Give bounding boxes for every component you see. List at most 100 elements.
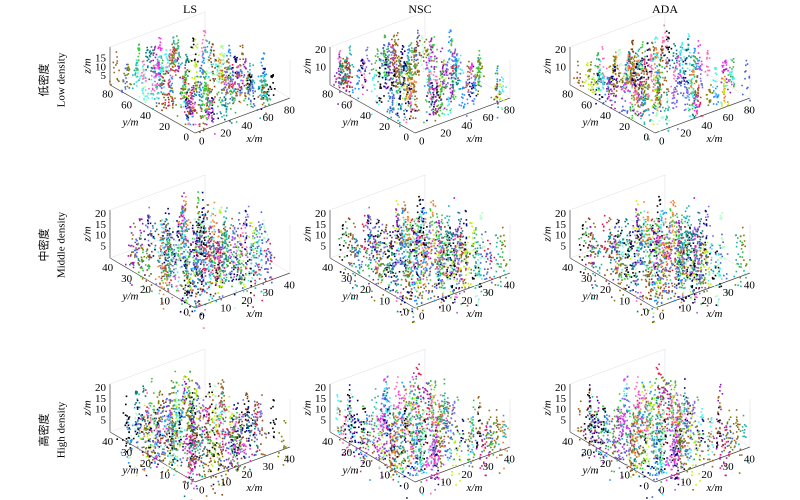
point-cloud — [417, 400, 430, 442]
point-cloud — [647, 64, 655, 101]
point-cloud — [650, 255, 662, 323]
point-cloud — [349, 238, 360, 289]
y-tick-label: 0 — [644, 132, 650, 144]
point-cloud — [721, 422, 734, 454]
point-cloud — [430, 406, 448, 452]
point-cloud — [639, 431, 651, 478]
point-cloud — [625, 51, 634, 81]
point-cloud — [623, 375, 633, 443]
point-cloud — [675, 245, 691, 297]
point-cloud — [385, 48, 394, 80]
point-cloud — [212, 437, 229, 496]
point-cloud — [410, 224, 419, 277]
point-cloud — [411, 416, 424, 453]
point-cloud — [373, 417, 386, 478]
point-cloud — [626, 55, 636, 86]
point-cloud — [203, 383, 217, 434]
point-cloud — [247, 62, 256, 90]
z-tick-label: 5 — [101, 70, 107, 82]
y-tick-label: 0 — [644, 307, 650, 319]
point-cloud — [335, 394, 342, 434]
x-tick-label: 10 — [440, 477, 452, 489]
panel: 10 20 0 20 40 60 80 0 20 40 60 80 z/m y/m x/m — [542, 11, 756, 148]
point-cloud — [188, 82, 203, 115]
point-cloud — [209, 65, 216, 104]
y-tick-label: 40 — [322, 262, 334, 274]
point-cloud — [216, 58, 226, 95]
point-cloud — [379, 246, 391, 300]
point-cloud — [608, 51, 619, 76]
point-cloud — [440, 401, 458, 444]
x-tick-label: 80 — [744, 104, 756, 116]
point-cloud — [389, 263, 399, 313]
point-cloud — [237, 414, 252, 462]
point-cloud — [666, 429, 679, 480]
point-cloud — [159, 257, 169, 292]
y-tick-label: 40 — [562, 262, 574, 274]
y-tick-label: 80 — [102, 89, 114, 101]
point-cloud — [642, 223, 653, 263]
point-cloud — [183, 264, 194, 308]
point-cloud — [148, 222, 162, 269]
x-tick-label: 60 — [723, 112, 735, 124]
z-tick-label: 10 — [95, 61, 107, 73]
z-tick-label: 10 — [315, 404, 327, 416]
point-cloud — [587, 61, 597, 91]
point-cloud — [426, 429, 439, 480]
z-tick-label: 15 — [555, 393, 567, 405]
point-cloud — [624, 231, 634, 291]
point-cloud — [494, 226, 508, 286]
point-cloud — [412, 219, 424, 268]
point-cloud — [215, 400, 227, 449]
y-tick-label: 20 — [379, 121, 391, 133]
point-cloud — [629, 200, 644, 260]
point-cloud — [402, 384, 416, 432]
x-tick-label: 30 — [483, 287, 495, 299]
point-cloud — [695, 232, 706, 281]
y-axis-label: y/m — [122, 291, 139, 303]
axis-line — [329, 257, 416, 309]
point-cloud — [630, 52, 640, 87]
point-cloud — [184, 91, 192, 119]
point-cloud — [610, 65, 617, 88]
point-cloud — [432, 82, 442, 104]
point-cloud — [189, 38, 200, 72]
y-tick-label: 0 — [184, 307, 190, 319]
point-cloud — [674, 54, 685, 81]
point-cloud — [641, 392, 653, 437]
point-cloud — [590, 77, 600, 94]
point-cloud — [466, 227, 479, 274]
z-tick-label: 20 — [555, 382, 567, 394]
column-title: ADA — [652, 2, 678, 16]
y-tick-label: 30 — [121, 273, 133, 285]
point-cloud — [175, 211, 190, 266]
point-cloud — [157, 414, 172, 469]
axis-line — [194, 272, 291, 309]
point-cloud — [638, 57, 650, 80]
point-cloud — [450, 56, 459, 80]
z-tick-label: 5 — [561, 415, 567, 427]
point-cloud — [358, 58, 367, 89]
point-cloud — [365, 206, 374, 259]
y-tick-label: 10 — [619, 469, 631, 481]
point-cloud — [387, 38, 396, 65]
x-tick-label: 10 — [680, 477, 692, 489]
point-cloud — [474, 50, 482, 85]
x-tick-label: 0 — [659, 485, 665, 497]
point-cloud — [392, 49, 400, 83]
z-tick-label: 5 — [561, 241, 567, 253]
point-cloud — [668, 201, 680, 250]
point-cloud — [267, 399, 277, 439]
point-cloud — [589, 238, 600, 289]
point-cloud — [657, 264, 667, 312]
point-cloud — [473, 254, 483, 317]
point-cloud — [684, 397, 693, 440]
point-cloud — [642, 384, 656, 432]
point-cloud — [247, 74, 256, 103]
point-cloud — [720, 79, 730, 107]
point-cloud — [690, 218, 707, 273]
point-cloud — [164, 397, 174, 446]
z-tick-label: 10 — [95, 230, 107, 242]
z-axis-label: z/m — [302, 400, 314, 416]
